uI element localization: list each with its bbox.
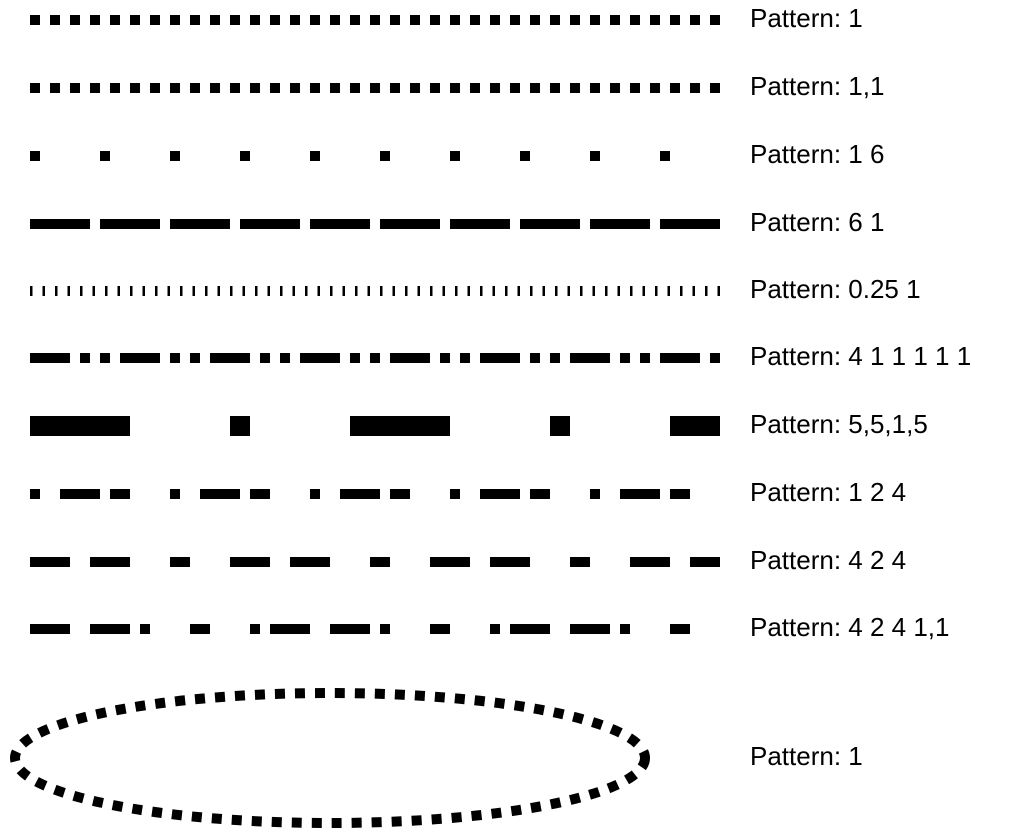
pattern-label-6: Pattern: 5,5,1,5 xyxy=(750,409,928,440)
dash-pattern-chart: Pattern: 1 Pattern: 1,1 Pattern: 1 6 Patter… xyxy=(0,0,1015,830)
pattern-label-1: Pattern: 1,1 xyxy=(750,71,884,102)
pattern-label-9: Pattern: 4 2 4 1,1 xyxy=(750,612,949,643)
pattern-ellipse xyxy=(15,693,645,823)
pattern-label-3: Pattern: 6 1 xyxy=(750,207,884,238)
pattern-label-2: Pattern: 1 6 xyxy=(750,139,884,170)
pattern-label-ellipse: Pattern: 1 xyxy=(750,741,863,772)
pattern-label-0: Pattern: 1 xyxy=(750,3,863,34)
pattern-label-7: Pattern: 1 2 4 xyxy=(750,477,906,508)
pattern-label-4: Pattern: 0.25 1 xyxy=(750,274,921,305)
pattern-label-8: Pattern: 4 2 4 xyxy=(750,545,906,576)
pattern-label-5: Pattern: 4 1 1 1 1 1 xyxy=(750,341,971,372)
